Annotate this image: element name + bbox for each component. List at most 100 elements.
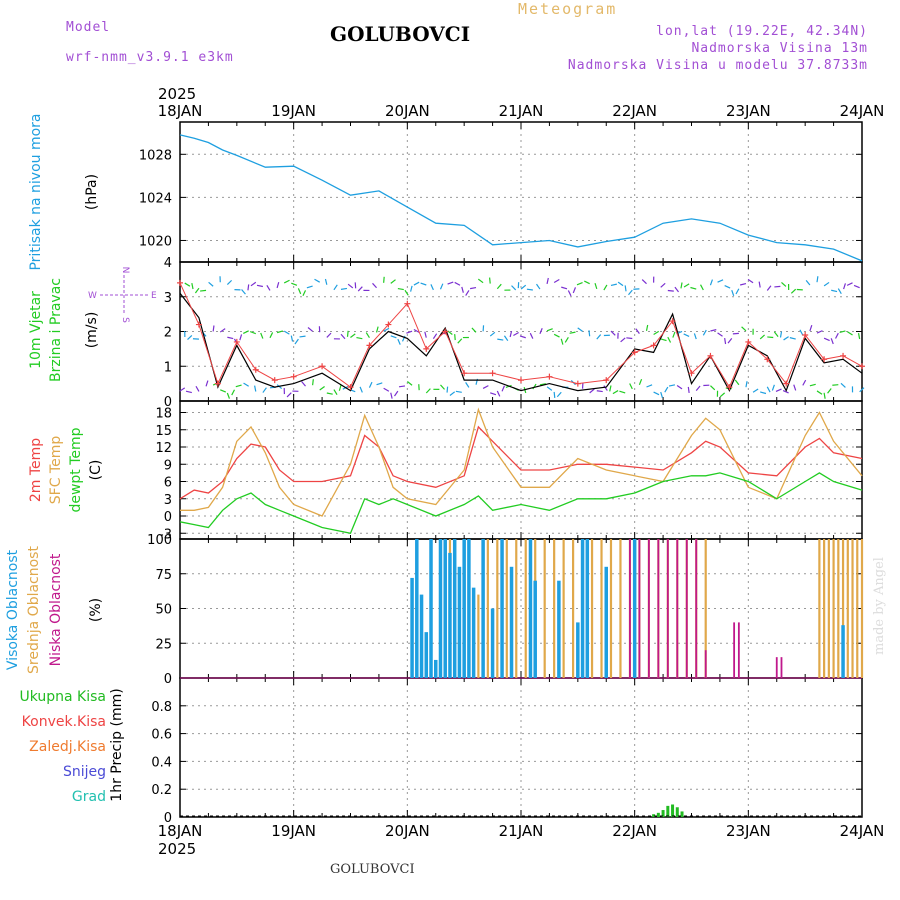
cloud-bar [632,539,637,678]
wind-arrow [747,278,754,284]
y-tick-label: 25 [155,637,172,652]
wind-arrow [802,379,807,386]
cloud-bar [580,539,585,678]
wind-arrow [569,331,576,334]
wind-arrow [624,285,627,292]
wind-arrow [185,390,192,394]
cloud-bar [452,539,457,678]
wind-arrow [719,392,726,398]
wind-arrow [672,331,676,338]
x-bottom-label: 18JAN [158,822,203,840]
wind-arrow [407,381,413,386]
wind-arrow [612,390,619,395]
wind-arrow [254,385,257,392]
cloud-bar [524,539,527,678]
wind-arrow [809,383,816,387]
wind-arrow [556,391,562,398]
x-bottom-year: 2025 [158,840,196,858]
wind-arrow [546,386,553,391]
wind-arrow [359,386,363,393]
wind-arrow [290,335,294,342]
cloud-bar [780,657,783,678]
wind-arrow [447,281,454,285]
y-tick-label: 0 [164,395,172,410]
cloud-bar [604,566,608,678]
wind-arrow [482,385,489,389]
cloud-bar [462,539,466,678]
y-tick-label: 75 [155,568,172,583]
wind-arrow [546,328,553,332]
panel-frame [179,121,863,263]
wind-arrow [231,389,235,396]
wind-arrow [420,282,427,286]
wind-arrow [299,335,306,338]
wind-arrow [710,385,716,391]
wind-arrow [603,284,608,291]
y-tick-label: 3 [164,291,172,306]
wind-arrow [191,282,194,290]
page-title: GOLUBOVCI [330,22,471,46]
cloud-bar [533,580,537,678]
wind-arrow [469,286,477,290]
wind-arrow [324,278,328,285]
cloud-bar [434,659,438,678]
wind-arrow [432,333,438,340]
x-bottom-label: 19JAN [271,822,316,840]
pressure-title: Pritisak na nivou mora [28,113,44,270]
wind-arrow [365,332,370,338]
temp-ylabel: (C) [88,460,104,481]
cloud-high-label: Visoka Oblacnost [5,549,21,670]
wind-arrow [783,336,789,341]
wind-arrow [319,385,325,391]
wind-arrow [247,284,250,291]
wind-arrow [301,381,306,387]
wind-arrow [291,282,298,286]
wind-arrow [835,332,839,339]
x-bottom-label: 24JAN [840,822,885,840]
wind-arrow [789,337,796,340]
wind-arrow [465,382,470,388]
wind-arrow [520,284,527,290]
precip-bar [675,807,679,817]
wind-arrow [653,391,660,396]
cloud-low-label: Niska Oblacnost [48,553,64,666]
wind-arrow [390,279,396,284]
wind-arrow [297,288,302,295]
compass-cross [100,275,148,315]
wind-arrow [773,331,779,337]
wind-arrow [350,333,356,338]
y-tick-label: 0 [164,510,172,525]
cloud-bar [657,539,660,678]
wind-arrow [809,325,813,332]
cloud-bar [837,539,840,678]
cloud-bar [851,539,854,678]
wind-arrow [383,276,385,283]
wind-arrow [664,386,669,393]
cloud-bar [832,539,835,678]
meteogram-label: Meteogram [518,0,618,18]
wind-arrow [455,390,462,393]
wind-arrow [227,336,234,340]
wind-arrow [243,330,249,334]
wind-arrow [219,328,226,333]
wind-arrow [759,334,766,340]
cloud-bar [490,608,495,678]
wind-arrow [368,381,373,388]
wind-arrow [741,326,747,332]
cloud-bar [737,622,740,678]
wind-arrow [660,338,667,342]
wind-arrow [837,288,842,295]
wind-arrow [262,387,267,393]
precip-legend-3: Snijeg [63,764,106,780]
wind-arrow [430,284,434,291]
wind-arrow [724,337,727,345]
model-label: Model [66,20,111,35]
wind-arrow [626,337,633,340]
wind-arrow [446,386,449,393]
cloud-bar [419,594,424,678]
wind-arrow [312,379,314,386]
cloud-bar [676,539,679,678]
wind-arrow [752,388,759,393]
wind-arrow [710,329,717,332]
cloud-bar [818,539,821,678]
